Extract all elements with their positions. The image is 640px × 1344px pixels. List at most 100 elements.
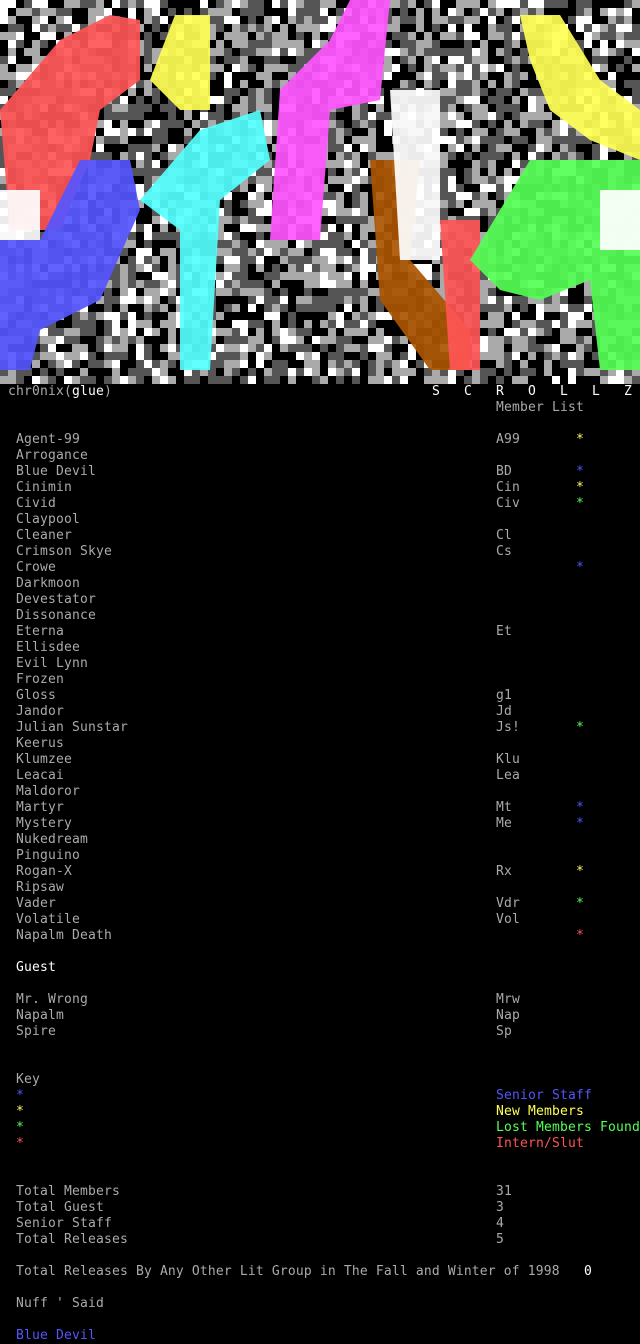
title-letter: Z — [624, 384, 632, 399]
member-name: Frozen — [16, 672, 64, 687]
key-heading: Key — [16, 1072, 40, 1087]
logo-letter-stroke — [390, 90, 440, 260]
key-star-icon: * — [16, 1104, 24, 1119]
member-name: Pinguino — [16, 848, 80, 863]
member-handle: Klu — [496, 752, 520, 767]
member-status-star-icon: * — [576, 864, 584, 879]
member-name: Cleaner — [16, 528, 72, 543]
other-groups-label: Total Releases By Any Other Lit Group in… — [16, 1264, 560, 1279]
member-status-star-icon: * — [576, 800, 584, 815]
member-name: Blue Devil — [16, 464, 96, 479]
member-handle: Me — [496, 816, 512, 831]
member-name: Klumzee — [16, 752, 72, 767]
logo-letter-stroke — [520, 15, 640, 160]
member-name: Dissonance — [16, 608, 96, 623]
member-name: Agent-99 — [16, 432, 80, 447]
title-letter: L — [560, 384, 568, 399]
member-handle: Lea — [496, 768, 520, 783]
guest-handle: Nap — [496, 1008, 520, 1023]
member-handle: Vdr — [496, 896, 520, 911]
member-handle: g1 — [496, 688, 512, 703]
member-name: Civid — [16, 496, 56, 511]
logo-letter-stroke — [0, 190, 40, 240]
member-handle: Cs — [496, 544, 512, 559]
member-name: Claypool — [16, 512, 80, 527]
member-status-star-icon: * — [576, 816, 584, 831]
guest-name: Mr. Wrong — [16, 992, 88, 1007]
title-letter: O — [528, 384, 536, 399]
logo-letter-stroke — [440, 220, 480, 370]
member-name: Crimson Skye — [16, 544, 112, 559]
logo-letter-stroke — [470, 160, 640, 370]
scrollz-ansi-logo-art — [0, 0, 640, 384]
member-name: Darkmoon — [16, 576, 80, 591]
member-name: Leacai — [16, 768, 64, 783]
member-status-star-icon: * — [576, 496, 584, 511]
member-status-star-icon: * — [576, 896, 584, 911]
member-handle: BD — [496, 464, 512, 479]
logo-letter-stroke — [0, 15, 140, 230]
member-name: Martyr — [16, 800, 64, 815]
key-label: Lost Members Found — [496, 1120, 640, 1135]
key-label: New Members — [496, 1104, 584, 1119]
member-name: Gloss — [16, 688, 56, 703]
logo-letter-stroke — [150, 15, 210, 110]
member-handle: Cin — [496, 480, 520, 495]
member-name: Napalm Death — [16, 928, 112, 943]
guest-name: Spire — [16, 1024, 56, 1039]
key-label: Senior Staff — [496, 1088, 592, 1103]
member-name: Evil Lynn — [16, 656, 88, 671]
title-letter: S — [432, 384, 440, 399]
title-letter: L — [592, 384, 600, 399]
total-label: Total Members — [16, 1184, 120, 1199]
member-handle: Cl — [496, 528, 512, 543]
logo-letter-stroke — [600, 190, 640, 250]
member-name: Ripsaw — [16, 880, 64, 895]
member-name: Crowe — [16, 560, 56, 575]
guest-handle: Mrw — [496, 992, 520, 1007]
total-label: Total Releases — [16, 1232, 128, 1247]
member-status-star-icon: * — [576, 560, 584, 575]
member-name: Volatile — [16, 912, 80, 927]
logo-letter-stroke — [370, 160, 470, 370]
author-credit: chr0nix(glue) — [8, 384, 112, 399]
member-name: Devestator — [16, 592, 96, 607]
member-name: Vader — [16, 896, 56, 911]
member-name: Maldoror — [16, 784, 80, 799]
title-letter: R — [496, 384, 504, 399]
member-name: Eterna — [16, 624, 64, 639]
total-label: Senior Staff — [16, 1216, 112, 1231]
signature: Blue Devil — [16, 1328, 96, 1343]
member-list-heading: Member List — [496, 400, 584, 415]
member-handle: Et — [496, 624, 512, 639]
total-value: 5 — [496, 1232, 504, 1247]
key-label: Intern/Slut — [496, 1136, 584, 1151]
member-name: Jandor — [16, 704, 64, 719]
guest-handle: Sp — [496, 1024, 512, 1039]
total-value: 3 — [496, 1200, 504, 1215]
total-value: 31 — [496, 1184, 512, 1199]
member-name: Arrogance — [16, 448, 88, 463]
member-name: Keerus — [16, 736, 64, 751]
member-handle: A99 — [496, 432, 520, 447]
title-letter: C — [464, 384, 472, 399]
key-star-icon: * — [16, 1120, 24, 1135]
member-name: Ellisdee — [16, 640, 80, 655]
closing-text: Nuff ' Said — [16, 1296, 104, 1311]
member-handle: Civ — [496, 496, 520, 511]
member-handle: Jd — [496, 704, 512, 719]
member-status-star-icon: * — [576, 464, 584, 479]
guest-name: Napalm — [16, 1008, 64, 1023]
other-groups-value: 0 — [584, 1264, 592, 1279]
member-handle: Mt — [496, 800, 512, 815]
logo-letter-stroke — [140, 110, 270, 370]
author-name: chr0nix — [8, 384, 64, 399]
member-name: Julian Sunstar — [16, 720, 128, 735]
member-handle: Js! — [496, 720, 520, 735]
key-star-icon: * — [16, 1136, 24, 1151]
member-handle: Rx — [496, 864, 512, 879]
member-status-star-icon: * — [576, 480, 584, 495]
total-label: Total Guest — [16, 1200, 104, 1215]
member-name: Nukedream — [16, 832, 88, 847]
member-name: Rogan-X — [16, 864, 72, 879]
